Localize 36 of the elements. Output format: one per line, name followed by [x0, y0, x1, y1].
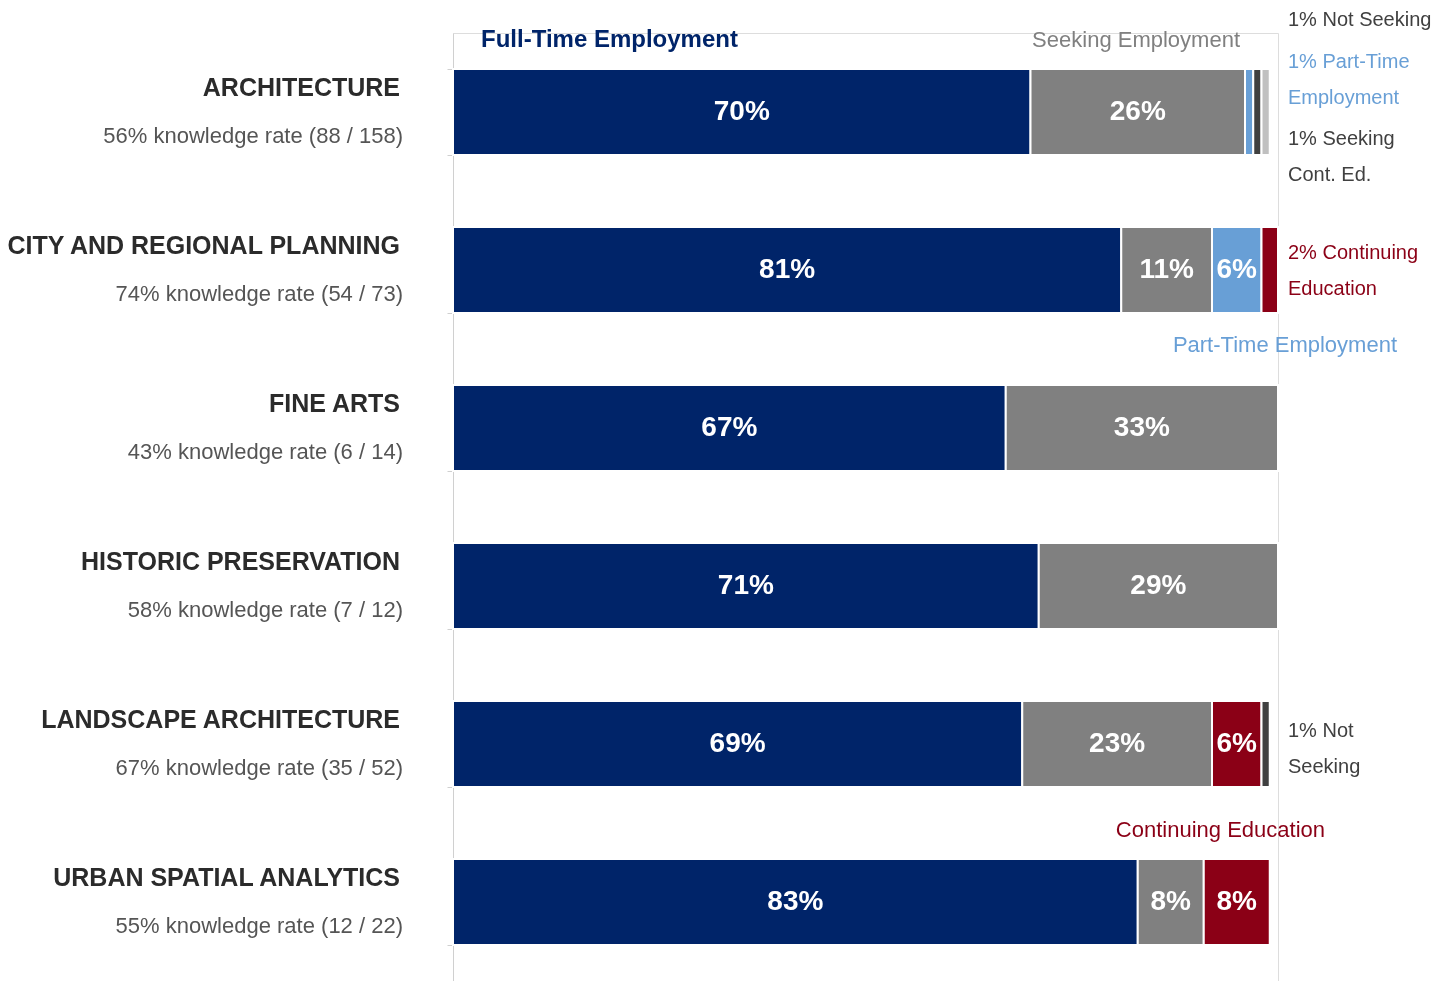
series-label: Seeking Employment — [1032, 27, 1240, 52]
y-tick-label: CITY AND REGIONAL PLANNING — [7, 231, 400, 259]
text: 55% knowledge rate (12 / 22) — [115, 913, 403, 938]
data-label: 70% — [713, 95, 770, 126]
data-label: 6% — [1216, 727, 1258, 758]
text: 1% Part-Time Employment — [1288, 50, 1410, 108]
y-tick-label: ARCHITECTURE — [202, 73, 400, 101]
text: 1% Not Seeking — [1288, 719, 1361, 777]
text: 1% Not Seeking — [1288, 8, 1432, 30]
y-tick-label: LANDSCAPE ARCHITECTURE — [41, 705, 400, 733]
data-label: 23% — [1089, 727, 1146, 758]
text: 56% knowledge rate (88 / 158) — [103, 123, 403, 148]
data-label: 11% — [1139, 253, 1194, 284]
data-label: 81% — [759, 253, 816, 284]
data-label: 6% — [1216, 253, 1258, 284]
series-label: Full-Time Employment — [481, 25, 738, 52]
text: 74% knowledge rate (54 / 73) — [115, 281, 403, 306]
text: 67% knowledge rate (35 / 52) — [115, 755, 403, 780]
text: 2% Continuing Education — [1288, 241, 1419, 299]
data-label: 71% — [717, 569, 774, 600]
data-label: 26% — [1109, 95, 1166, 126]
series-label: Continuing Education — [1115, 817, 1325, 842]
y-tick-label: URBAN SPATIAL ANALYTICS — [53, 863, 400, 891]
data-label: 69% — [709, 727, 766, 758]
text: 58% knowledge rate (7 / 12) — [127, 597, 403, 622]
series-label: Part-Time Employment — [1172, 332, 1397, 357]
data-label: 33% — [1113, 411, 1170, 442]
data-label: 83% — [767, 885, 824, 916]
data-label: 8% — [1216, 885, 1258, 916]
y-tick-label: FINE ARTS — [268, 389, 400, 417]
data-label: 67% — [701, 411, 758, 442]
text: 1% Seeking Cont. Ed. — [1288, 127, 1395, 185]
data-label: 29% — [1130, 569, 1187, 600]
text: 43% knowledge rate (6 / 14) — [127, 439, 403, 464]
y-tick-label: HISTORIC PRESERVATION — [80, 547, 400, 575]
data-label: 8% — [1150, 885, 1192, 916]
